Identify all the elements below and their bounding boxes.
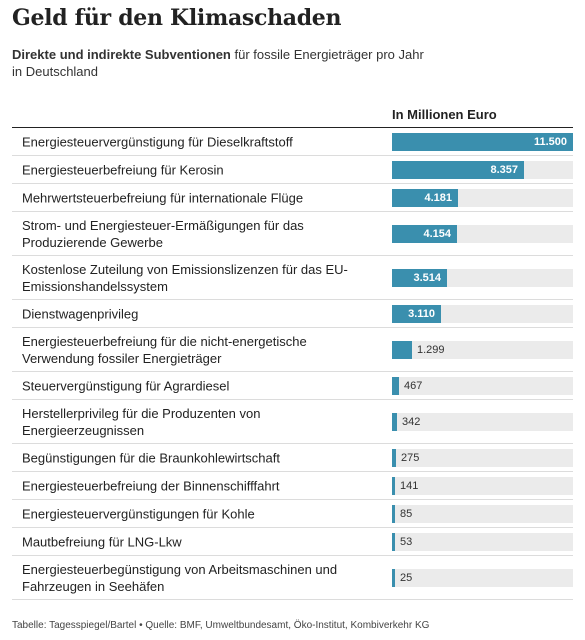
bar xyxy=(392,132,573,151)
table-row: Strom- und Energiesteuer-Ermäßigungen fü… xyxy=(12,212,573,256)
data-label: 467 xyxy=(404,379,423,392)
data-label: 25 xyxy=(400,571,413,584)
table-row: Herstellerprivileg für die Produzenten v… xyxy=(12,400,573,444)
bar-track: 275 xyxy=(392,448,573,467)
category-label: Energiesteuerbegünstigung von Arbeitsmas… xyxy=(22,561,338,594)
data-label: 4.181 xyxy=(424,191,452,204)
table-row: Energiesteuerbefreiung für die nicht-ene… xyxy=(12,328,573,372)
category-label: Strom- und Energiesteuer-Ermäßigungen fü… xyxy=(22,217,304,250)
category-label: Kostenlose Zuteilung von Emissionslizenz… xyxy=(22,261,348,294)
category-label: Dienstwagenprivileg xyxy=(22,306,139,321)
chart-title: Geld für den Klimaschaden xyxy=(12,5,342,31)
data-label: 85 xyxy=(400,507,413,520)
data-label: 3.110 xyxy=(408,307,435,320)
table-row: Energiesteuervergünstigung für Dieselkra… xyxy=(12,128,573,156)
data-label: 275 xyxy=(401,451,420,464)
bar xyxy=(392,532,395,551)
category-label: Energiesteuervergünstigungen für Kohle xyxy=(22,506,255,521)
data-label: 1.299 xyxy=(417,343,445,356)
data-label: 11.500 xyxy=(533,135,567,148)
category-label: Mehrwertsteuerbefreiung für internationa… xyxy=(22,190,304,205)
bar-track: 1.299 xyxy=(392,340,573,359)
data-label: 141 xyxy=(400,479,419,492)
category-label: Energiesteuerbefreiung der Binnenschifff… xyxy=(22,478,280,493)
bar-track: 3.110 xyxy=(392,304,573,323)
table-row: Dienstwagenprivileg 3.110 xyxy=(12,300,573,328)
data-label: 342 xyxy=(402,415,421,428)
bar xyxy=(392,224,457,243)
bar-track: 3.514 xyxy=(392,268,573,287)
table-row: Begünstigungen für die Braunkohlewirtsch… xyxy=(12,444,573,472)
bar xyxy=(392,476,395,495)
bar-track: 11.500 xyxy=(392,132,573,151)
bar xyxy=(392,412,397,431)
source-footer: Tabelle: Tagesspiegel/Bartel • Quelle: B… xyxy=(12,620,430,631)
data-label: 53 xyxy=(400,535,413,548)
category-label: Begünstigungen für die Braunkohlewirtsch… xyxy=(22,450,280,465)
bar xyxy=(392,188,458,207)
data-label: 3.514 xyxy=(413,271,441,284)
table-row: Mehrwertsteuerbefreiung für internationa… xyxy=(12,184,573,212)
category-label: Energiesteuerbefreiung für die nicht-ene… xyxy=(22,333,307,366)
bar xyxy=(392,448,396,467)
bar xyxy=(392,268,447,287)
subtitle-bold: Direkte und indirekte Subventionen xyxy=(12,47,231,62)
table-row: Mautbefreiung für LNG-Lkw 53 xyxy=(12,528,573,556)
table-row: Energiesteuerbefreiung der Binnenschifff… xyxy=(12,472,573,500)
bar-track: 342 xyxy=(392,412,573,431)
bar-track: 53 xyxy=(392,532,573,551)
category-label: Mautbefreiung für LNG-Lkw xyxy=(22,534,182,549)
value-column-header: In Millionen Euro xyxy=(392,107,497,122)
table-row: Energiesteuervergünstigungen für Kohle 85 xyxy=(12,500,573,528)
bar xyxy=(392,568,395,587)
bar xyxy=(392,304,441,323)
category-label: Energiesteuervergünstigung für Dieselkra… xyxy=(22,134,293,149)
bar-track: 8.357 xyxy=(392,160,573,179)
data-label: 4.154 xyxy=(423,227,451,240)
bar xyxy=(392,504,395,523)
table-row: Steuervergünstigung für Agrardiesel 467 xyxy=(12,372,573,400)
subtitle-rest: für fossile Energieträger pro Jahr in De… xyxy=(12,47,424,79)
bar-track: 467 xyxy=(392,376,573,395)
bar-track: 25 xyxy=(392,568,573,587)
table-row: Energiesteuerbegünstigung von Arbeitsmas… xyxy=(12,556,573,600)
bar-track: 85 xyxy=(392,504,573,523)
bar-track: 4.154 xyxy=(392,224,573,243)
category-label: Steuervergünstigung für Agrardiesel xyxy=(22,378,230,393)
bar-track: 4.181 xyxy=(392,188,573,207)
table-row: Energiesteuerbefreiung für Kerosin 8.357 xyxy=(12,156,573,184)
category-label: Energiesteuerbefreiung für Kerosin xyxy=(22,162,224,177)
chart-subtitle: Direkte und indirekte Subventionen für f… xyxy=(12,46,432,80)
bar xyxy=(392,376,399,395)
bar xyxy=(392,160,524,179)
table-top-rule xyxy=(12,127,573,128)
table-row: Kostenlose Zuteilung von Emissionslizenz… xyxy=(12,256,573,300)
category-label: Herstellerprivileg für die Produzenten v… xyxy=(22,405,261,438)
bar xyxy=(392,340,412,359)
bar-track: 141 xyxy=(392,476,573,495)
data-label: 8.357 xyxy=(490,163,518,176)
